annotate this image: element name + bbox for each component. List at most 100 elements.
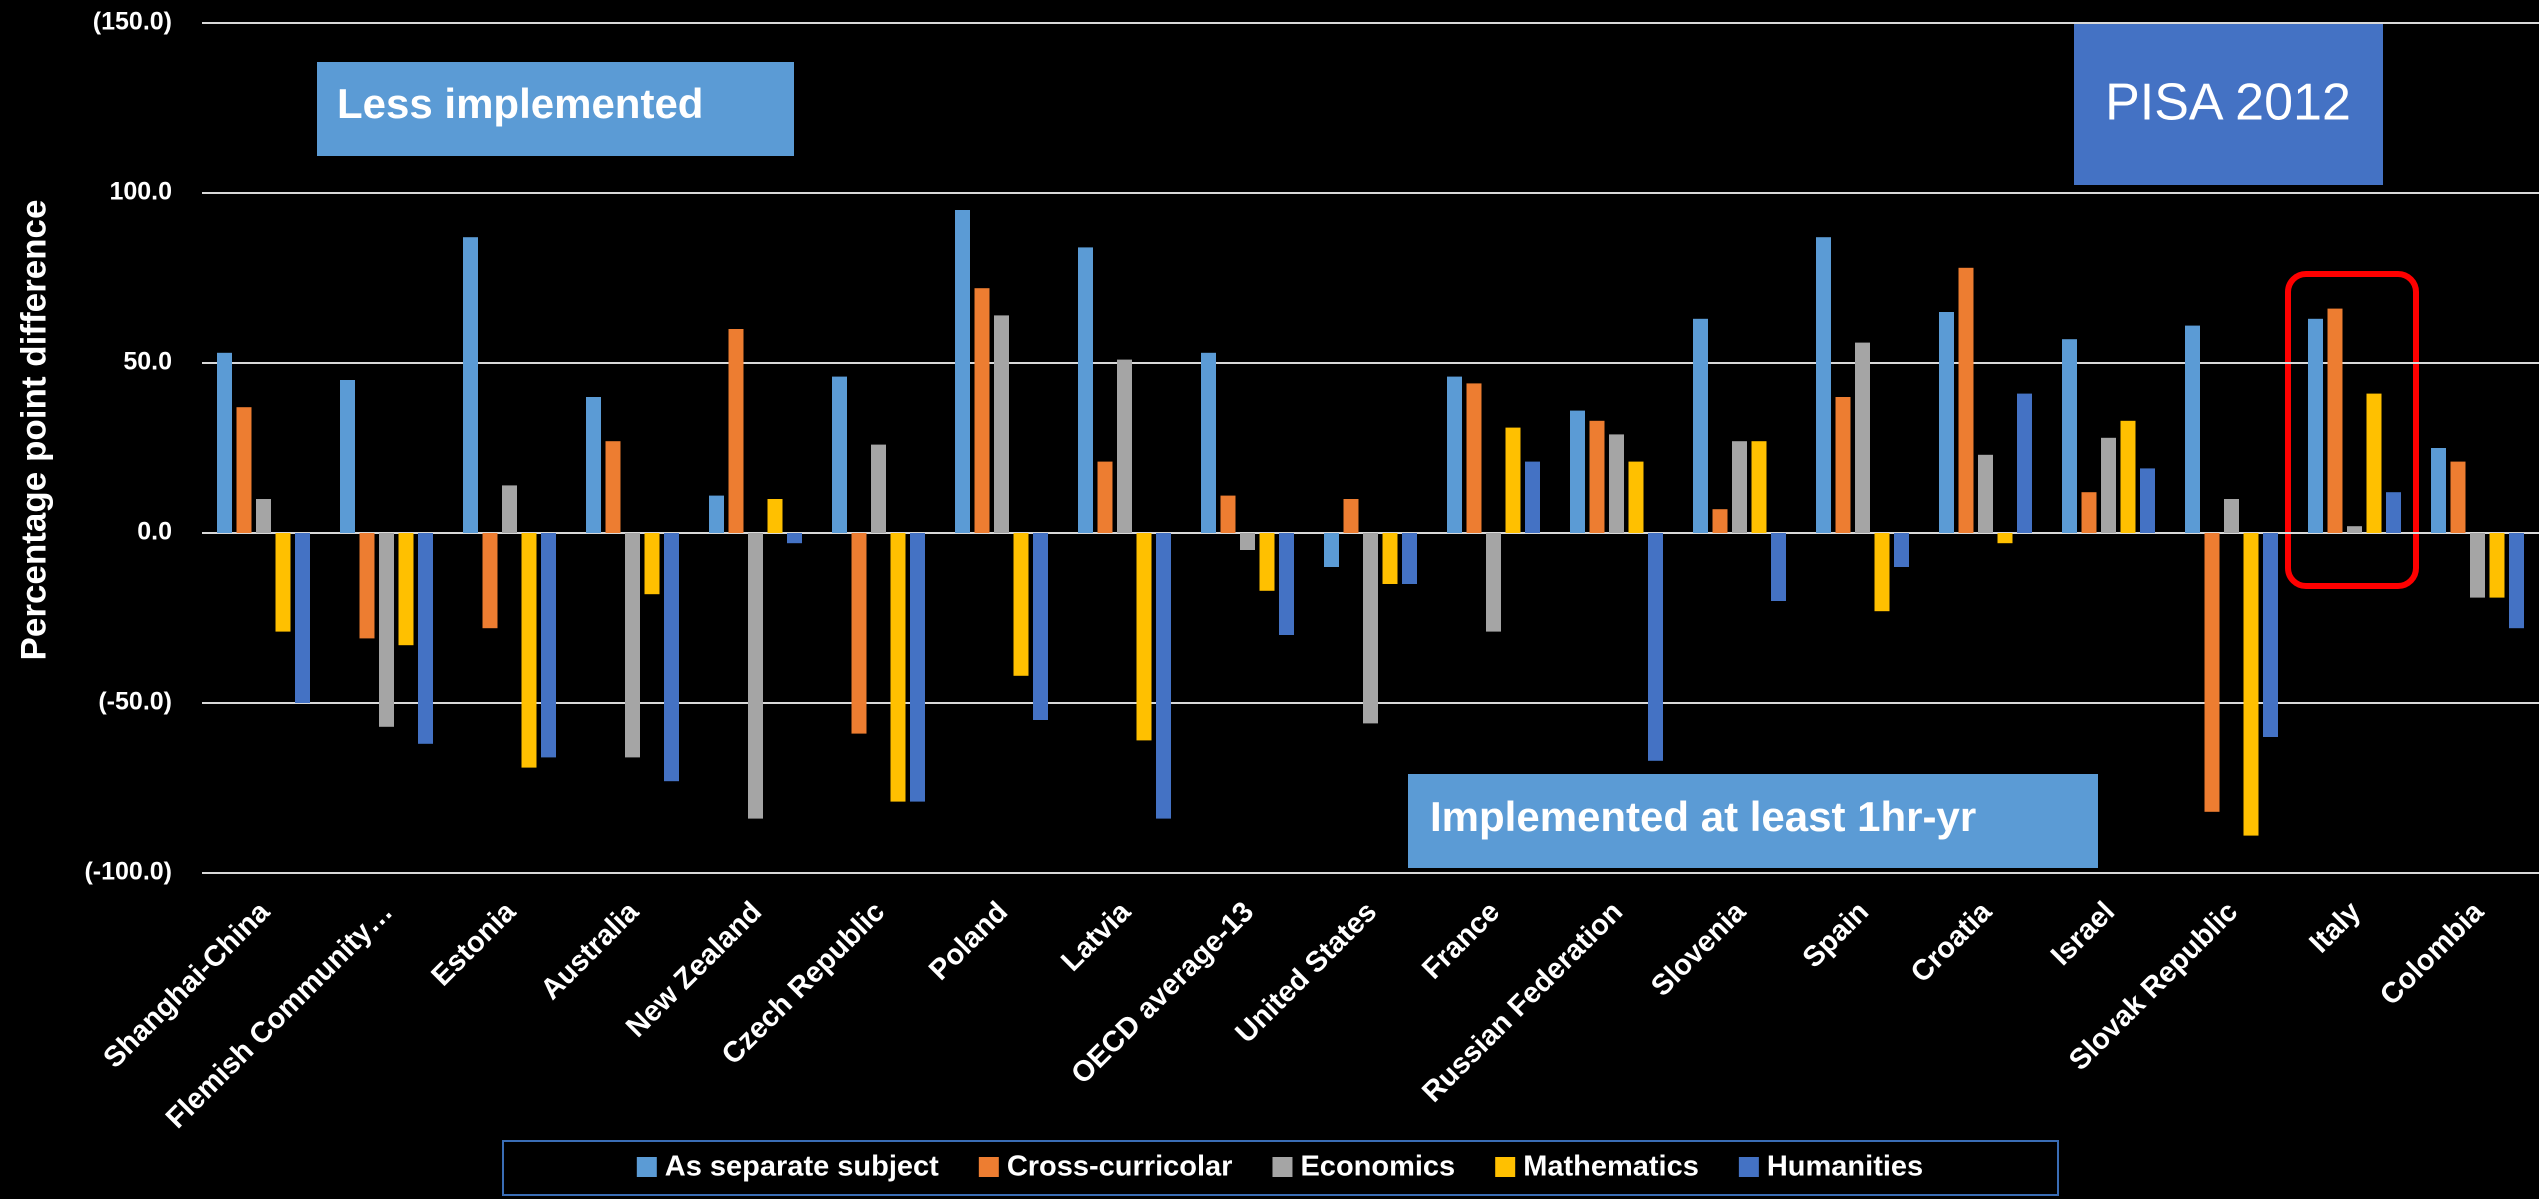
bar xyxy=(2470,533,2485,598)
bar xyxy=(1874,533,1890,612)
bar xyxy=(767,499,783,533)
y-tick-label: (150.0) xyxy=(93,8,172,36)
bar xyxy=(1997,533,2013,544)
bar xyxy=(2062,339,2077,533)
legend-box xyxy=(502,1140,2059,1196)
bar xyxy=(1835,397,1851,533)
bar xyxy=(1136,533,1152,741)
y-tick-label: (-100.0) xyxy=(84,858,172,886)
legend-swatch xyxy=(1738,1157,1759,1177)
annotation: Implemented at least 1hr-yr xyxy=(1430,793,1976,840)
bar xyxy=(2327,308,2343,533)
bar xyxy=(1466,383,1482,533)
bar xyxy=(2017,393,2032,533)
bar xyxy=(1958,267,1974,533)
bar xyxy=(541,533,556,758)
bar xyxy=(359,533,375,639)
bar xyxy=(463,237,478,533)
bar xyxy=(217,352,232,533)
annotation-box xyxy=(317,62,794,156)
y-tick-label: 0.0 xyxy=(137,518,172,546)
annotation: PISA 2012 xyxy=(2105,74,2351,132)
bar xyxy=(2489,533,2505,598)
bar xyxy=(1978,454,1993,533)
bar xyxy=(1570,410,1585,533)
bar xyxy=(379,533,394,727)
bar xyxy=(2366,393,2382,533)
bar xyxy=(748,533,763,819)
y-axis-title: Percentage point difference xyxy=(14,200,53,661)
bar xyxy=(275,533,291,632)
bar xyxy=(482,533,498,629)
bar xyxy=(974,288,990,533)
legend-label: Mathematics xyxy=(1523,1151,1699,1183)
bar xyxy=(418,533,433,744)
bar xyxy=(1816,237,1831,533)
bar xyxy=(787,533,802,544)
bar xyxy=(1033,533,1048,720)
bar xyxy=(340,380,355,533)
legend-label: Economics xyxy=(1300,1151,1455,1183)
bar xyxy=(1363,533,1378,724)
bar xyxy=(625,533,640,758)
bar xyxy=(994,315,1009,533)
bar xyxy=(2243,533,2259,836)
bar xyxy=(2431,448,2446,533)
bar xyxy=(1402,533,1417,584)
bar xyxy=(2140,468,2155,533)
bar xyxy=(521,533,537,768)
bar xyxy=(1220,495,1236,533)
bar xyxy=(2347,526,2362,533)
bar xyxy=(2509,533,2524,629)
bar xyxy=(1589,420,1605,533)
bar xyxy=(1751,441,1767,533)
bar xyxy=(1525,461,1540,533)
annotation-box xyxy=(1408,774,2098,868)
bar xyxy=(256,499,271,533)
y-tick-label: 100.0 xyxy=(109,178,172,206)
bar xyxy=(295,533,310,703)
bar xyxy=(2263,533,2278,737)
bar xyxy=(2450,461,2466,533)
bar xyxy=(502,485,517,533)
bar xyxy=(1628,461,1644,533)
bar xyxy=(605,441,621,533)
legend-swatch xyxy=(1272,1157,1293,1177)
bar xyxy=(1855,342,1870,533)
bar xyxy=(2185,325,2200,533)
bar xyxy=(398,533,414,646)
bar xyxy=(1259,533,1275,591)
bar xyxy=(1447,376,1462,533)
bar xyxy=(871,444,886,533)
bar xyxy=(1939,312,1954,533)
y-tick-label: 50.0 xyxy=(123,348,172,376)
legend-swatch xyxy=(636,1157,657,1177)
legend-label: Cross-curricolar xyxy=(1007,1151,1233,1183)
highlight-box xyxy=(2285,271,2419,589)
bar xyxy=(1240,533,1255,550)
y-tick-label: (-50.0) xyxy=(98,688,172,716)
legend-swatch xyxy=(978,1157,999,1177)
bar xyxy=(664,533,679,782)
bar xyxy=(236,407,252,533)
bar xyxy=(2224,499,2239,533)
bar xyxy=(2081,492,2097,533)
bar xyxy=(1712,509,1728,533)
bar xyxy=(890,533,906,802)
bar xyxy=(1343,499,1359,533)
bar xyxy=(2386,492,2401,533)
bar xyxy=(586,397,601,533)
bar xyxy=(2101,437,2116,533)
bar xyxy=(2120,420,2136,533)
bar xyxy=(709,495,724,533)
annotation: Less implemented xyxy=(337,80,703,127)
legend-label: As separate subject xyxy=(665,1151,939,1183)
bar xyxy=(1097,461,1113,533)
bar xyxy=(1156,533,1171,819)
bar xyxy=(2308,318,2323,533)
bar xyxy=(1505,427,1521,533)
bar xyxy=(910,533,925,802)
bar xyxy=(1117,359,1132,533)
bar xyxy=(728,329,744,533)
